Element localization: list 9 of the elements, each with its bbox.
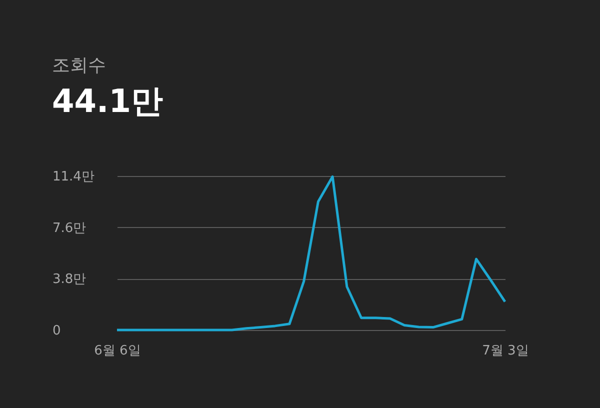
x-tick-label: 7월 3일	[482, 344, 529, 358]
y-tick-label: 11.4만	[52, 170, 94, 184]
x-tick-label: 6월 6일	[94, 344, 141, 358]
y-tick-label: 0	[52, 324, 61, 338]
line-series	[116, 175, 506, 332]
y-tick-label: 3.8만	[52, 272, 86, 288]
chart-subtitle: 44.1만	[52, 82, 163, 120]
chart-title: 조회수	[52, 55, 106, 76]
y-tick-label: 7.6만	[52, 220, 86, 236]
